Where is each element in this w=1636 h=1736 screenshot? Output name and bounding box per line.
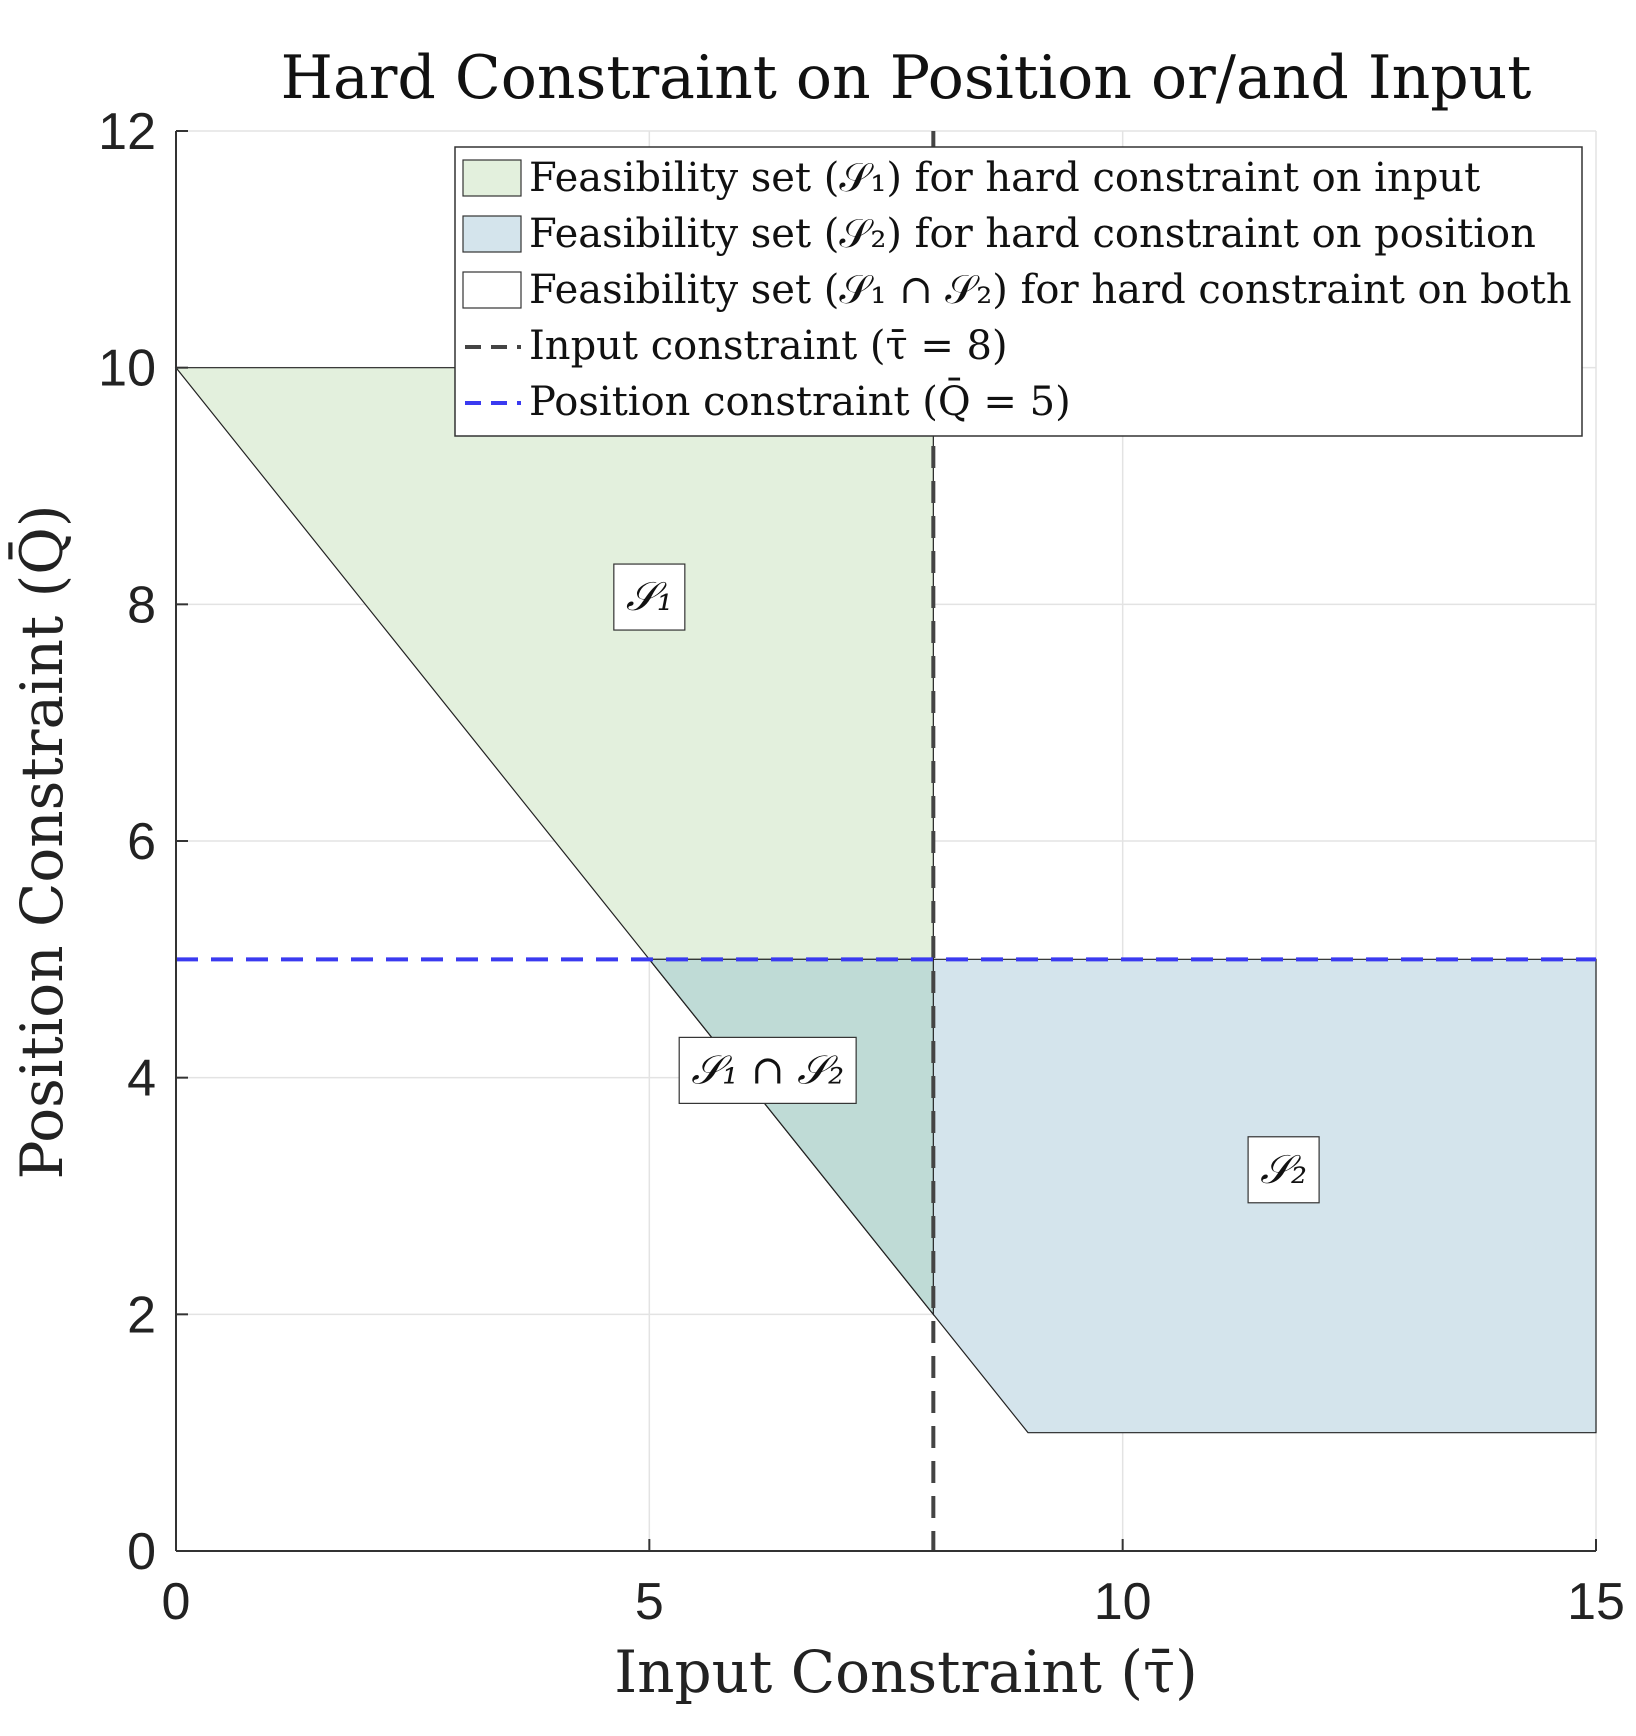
y-axis-label: Position Constraint (Q̄): [7, 505, 76, 1180]
y-tick-label-6: 12: [98, 103, 156, 161]
constraint-lines: [176, 131, 1596, 1551]
y-tick-label-2: 4: [127, 1050, 156, 1108]
region-label-box-3: [1247, 1136, 1320, 1204]
legend: Feasibility set (𝒮₁) for hard constraint…: [454, 146, 1583, 437]
region-label-3: 𝒮₂: [1247, 1136, 1320, 1204]
legend-label: Position constraint (Q̄ = 5): [529, 378, 1071, 425]
legend-label: Feasibility set (𝒮₁ ∩ 𝒮₂) for hard const…: [529, 267, 1572, 313]
y-tick-label-0: 0: [127, 1523, 156, 1581]
legend-swatch: [462, 159, 522, 197]
x-tick-label-1: 5: [635, 1573, 664, 1631]
region-3: [648, 958, 934, 1317]
tick-labels: 0 5 10 15 0 2 4 6 8 10 12: [98, 103, 1625, 1631]
legend-swatch: [462, 271, 522, 309]
x-axis-label: Input Constraint (τ̄): [614, 1638, 1198, 1706]
legend-item-s1: Feasibility set (𝒮₁) for hard constraint…: [462, 155, 1480, 201]
region-label-box-2: [678, 1036, 857, 1104]
x-tick-label-2: 10: [1094, 1573, 1152, 1631]
chart-title: Hard Constraint on Position or/and Input: [281, 43, 1532, 113]
region-annotations: 𝒮₁ 𝒮₁ ∩ 𝒮₂ 𝒮₂: [613, 563, 1320, 1204]
region-label-text-2: 𝒮₁ ∩ 𝒮₂: [691, 1047, 844, 1093]
y-tick-label-3: 6: [127, 813, 156, 871]
y-tick-label-1: 2: [127, 1286, 156, 1344]
x-tick-label-0: 0: [162, 1573, 191, 1631]
feasibility-regions: [174, 367, 1597, 1434]
legend-box: [454, 146, 1583, 437]
legend-item-s1-and-s2: Feasibility set (𝒮₁ ∩ 𝒮₂) for hard const…: [462, 267, 1572, 313]
legend-label: Input constraint (τ̄ = 8): [529, 323, 1008, 369]
region-label-2: 𝒮₁ ∩ 𝒮₂: [678, 1036, 857, 1104]
region-label-box-1: [613, 563, 686, 631]
legend-item-s2: Feasibility set (𝒮₂) for hard constraint…: [462, 211, 1536, 257]
legend-label: Feasibility set (𝒮₂) for hard constraint…: [529, 211, 1536, 257]
axes: [175, 130, 1597, 1552]
region-label-1: 𝒮₁: [613, 563, 686, 631]
x-tick-label-3: 15: [1567, 1573, 1625, 1631]
region-label-text-1: 𝒮₁: [626, 574, 673, 620]
legend-swatch: [462, 215, 522, 253]
legend-item-input-constraint: Input constraint (τ̄ = 8): [465, 323, 1008, 369]
y-tick-label-4: 8: [127, 576, 156, 634]
region-label-text-3: 𝒮₂: [1260, 1147, 1307, 1193]
legend-item-position-constraint: Position constraint (Q̄ = 5): [465, 378, 1071, 425]
y-tick-label-5: 10: [98, 340, 156, 398]
legend-label: Feasibility set (𝒮₁) for hard constraint…: [529, 155, 1480, 201]
